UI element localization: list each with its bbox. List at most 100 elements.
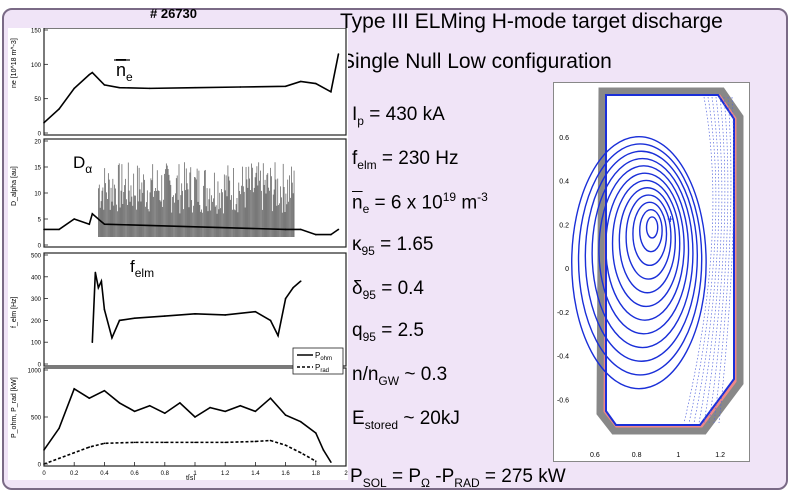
power-data-point (194, 416, 196, 418)
equilibrium-ytick-label: 0 (565, 266, 569, 273)
felm-series-line (91, 272, 302, 343)
first-wall (605, 94, 735, 426)
felm-ytick-label: 200 (31, 319, 42, 325)
dalpha-data-point (88, 223, 91, 225)
param-stored-energy: Estored ~ 20kJ (352, 408, 460, 432)
density-ytick-label: 150 (31, 29, 42, 35)
felm-data-point (100, 280, 103, 282)
density-plot-frame (43, 27, 347, 136)
felm-data-point (277, 334, 279, 337)
dalpha-data-point (330, 233, 332, 236)
magnetic-axis-marker: + (667, 212, 674, 226)
power-data-point (299, 420, 302, 423)
power-data-point (284, 444, 287, 447)
power-legend: Pohm Prad (292, 347, 344, 375)
density-data-point (239, 86, 242, 88)
felm-data-point (97, 286, 100, 289)
felm-data-point (94, 271, 97, 274)
density-series-line (43, 53, 340, 124)
density-data-point (284, 85, 287, 88)
param-triangularity: δ95 = 0.4 (352, 278, 425, 302)
open-flux-line (713, 96, 732, 424)
power-data-point (194, 441, 196, 444)
equilibrium-ytick-label: -0.6 (557, 397, 569, 404)
time-xtick-label: 2 (344, 471, 348, 477)
density-data-point (315, 82, 317, 85)
time-xtick-label: 0.8 (161, 471, 170, 477)
density-data-point (88, 73, 91, 76)
felm-plot-frame (43, 252, 347, 367)
power-data-point (103, 389, 106, 392)
power-data-point (254, 410, 257, 413)
power-data-point (209, 406, 211, 409)
density-data-point (43, 121, 45, 124)
felm-ytick-label: 400 (31, 275, 42, 281)
power-ytick-label: 500 (31, 416, 42, 422)
density-data-point (118, 86, 121, 89)
equilibrium-ytick-label: 0.4 (559, 179, 569, 186)
density-ytick-label: 100 (31, 63, 42, 69)
svg-text:Pohm: Pohm (315, 351, 332, 362)
power-data-point (133, 410, 136, 413)
time-traces-panel: 0 50 100 150 0 5 10 15 20 0 100 200 300 400 500 0 500 100… (8, 27, 349, 482)
time-xtick-label: 1 (193, 471, 197, 477)
felm-data-point (194, 313, 196, 315)
open-flux-line (718, 96, 735, 424)
axis-ticks: 0501001500510152001002003004005000500100… (28, 29, 349, 478)
felm-data-point (133, 317, 136, 320)
equilibrium-ticks: 0.6 0.4 0.2 0 -0.2 -0.4 -0.6 0.6 0.8 1 1.2 (557, 135, 725, 459)
shot-number: # 26730 (150, 6, 197, 21)
param-greenwald-fraction: n/nGW ~ 0.3 (352, 364, 448, 388)
equilibrium-xtick-label: 1 (676, 452, 680, 459)
felm-label: felm (130, 257, 154, 280)
power-data-point (148, 404, 151, 407)
equilibrium-xtick-label: 1.2 (715, 452, 725, 459)
density-data-point (58, 108, 60, 110)
felm-ytick-label: 300 (31, 297, 42, 303)
equilibrium-ytick-label: 0.2 (559, 222, 569, 229)
plot-lines (43, 53, 340, 465)
felm-data-point (299, 280, 302, 282)
open-flux-lines (683, 96, 735, 424)
density-data-point (73, 87, 75, 90)
power-data-point (73, 451, 75, 454)
dalpha-data-point (284, 228, 287, 231)
flux-surface (598, 165, 690, 335)
felm-ytick-label: 0 (38, 363, 42, 369)
felm-data-point (111, 337, 113, 339)
flux-surface (605, 172, 685, 321)
density-data-point (91, 71, 94, 74)
open-flux-line (708, 96, 729, 424)
density-ytick-label: 50 (34, 97, 41, 103)
equilibrium-ytick-label: 0.6 (559, 135, 569, 142)
dalpha-ytick-label: 10 (34, 192, 41, 198)
felm-data-point (284, 297, 287, 300)
open-flux-line (703, 96, 726, 424)
felm-data-point (224, 314, 226, 316)
power-series-line (43, 439, 317, 465)
power-ylabel: P_ohm, P_rad [kW] (11, 377, 18, 438)
flux-surface (591, 157, 694, 349)
density-data-point (148, 87, 151, 90)
flux-surface (577, 143, 703, 376)
param-elongation: κ95 = 1.65 (352, 234, 434, 258)
density-ytick-label: 0 (38, 132, 42, 138)
slide-title: Type III ELMing H-mode target discharge (340, 10, 723, 33)
power-ytick-label: 1000 (28, 369, 42, 375)
power-data-point (164, 441, 166, 444)
equilibrium-ytick-label: -0.4 (557, 354, 569, 361)
power-data-point (179, 402, 181, 404)
felm-data-point (164, 315, 166, 317)
flux-surface (625, 194, 672, 280)
time-xtick-label: 0 (42, 471, 46, 477)
param-sol-power: PSOL = PΩ -PRAD = 275 kW (350, 466, 566, 490)
felm-ytick-label: 100 (31, 341, 42, 347)
dalpha-data-point (73, 218, 75, 220)
felm-ylabel: f_elm [Hz] (11, 296, 18, 328)
dalpha-ytick-label: 20 (34, 140, 41, 146)
power-data-point (88, 446, 91, 448)
density-label: ne (116, 60, 133, 84)
dalpha-data-point (337, 228, 340, 231)
flux-surface (611, 179, 681, 308)
power-data-point (58, 457, 60, 460)
